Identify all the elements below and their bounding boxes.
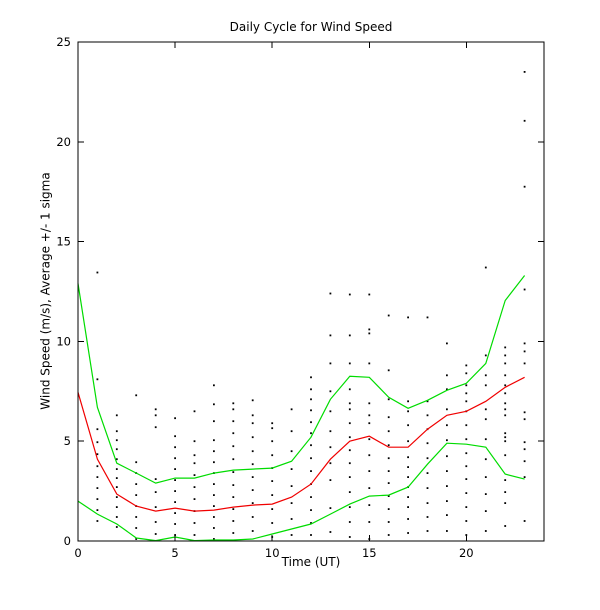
scatter-points xyxy=(96,71,526,540)
x-ticks xyxy=(77,42,467,541)
svg-text:15: 15 xyxy=(56,235,71,249)
svg-text:25: 25 xyxy=(56,35,71,49)
x-axis-title: Time (UT) xyxy=(281,555,341,569)
svg-text:15: 15 xyxy=(362,546,377,560)
axis-frame xyxy=(77,41,545,542)
series-average-minus-sigma-line xyxy=(77,442,525,542)
svg-text:20: 20 xyxy=(56,135,71,149)
series-average-line xyxy=(77,376,525,512)
chart-title: Daily Cycle for Wind Speed xyxy=(229,20,393,34)
y-axis-title: Wind Speed (m/s), Average +/- 1 sigma xyxy=(38,172,53,410)
svg-text:10: 10 xyxy=(265,546,280,560)
series-average-plus-sigma-line xyxy=(77,275,526,484)
svg-text:5: 5 xyxy=(64,434,71,448)
svg-text:5: 5 xyxy=(171,546,178,560)
y-tick-labels: 0 5 10 15 20 25 xyxy=(56,35,71,548)
svg-text:10: 10 xyxy=(56,334,71,348)
svg-text:0: 0 xyxy=(74,546,81,560)
x-tick-labels: 0 5 10 15 20 xyxy=(74,546,473,560)
svg-text:0: 0 xyxy=(64,534,71,548)
y-ticks xyxy=(78,41,544,542)
svg-text:20: 20 xyxy=(459,546,474,560)
